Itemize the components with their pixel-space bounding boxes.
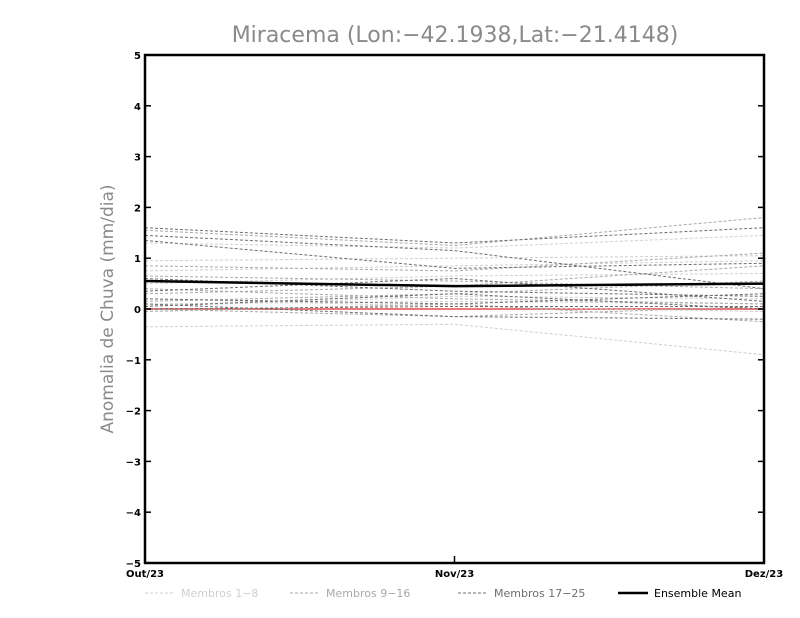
series-line-member-8	[144, 272, 765, 285]
legend-label: Membros 9−16	[326, 587, 410, 600]
series-line-member-25	[144, 293, 765, 310]
series-line-member-21	[144, 293, 765, 305]
y-tick-label: 1	[134, 254, 141, 265]
chart-title: Miracema (Lon:−42.1938,Lat:−21.4148)	[232, 23, 679, 48]
legend-label: Membros 1−8	[181, 587, 258, 600]
x-ticks: Out/23 Nov/23 Dez/23	[126, 556, 783, 580]
y-ticks: 5 4 3 2 1 0 −1 −2 −3 −4 −5	[126, 51, 764, 570]
series-line-member-20	[144, 278, 765, 297]
y-tick-label: 0	[134, 305, 141, 316]
series-line-member-3	[144, 300, 765, 305]
series-line-member-19	[144, 239, 765, 269]
series-line-member-9	[144, 265, 765, 295]
y-axis-label: Anomalia de Chuva (mm/dia)	[98, 184, 118, 433]
series-line-member-16	[144, 252, 765, 272]
series-line-member-4	[144, 323, 765, 356]
y-tick-label: 2	[134, 203, 141, 214]
y-tick-label: −2	[126, 407, 141, 418]
series-line-member-23	[144, 305, 764, 310]
series-line-member-18	[144, 234, 765, 290]
series-line-member-10	[144, 275, 765, 290]
y-tick-label: 3	[134, 153, 141, 164]
series-line-member-14	[144, 305, 765, 318]
series-line-member-17	[144, 227, 765, 244]
series-line-member-22	[144, 303, 765, 320]
legend: Membros 1−8 Membros 9−16 Membros 17−25 Ense…	[145, 587, 741, 600]
x-tick-label: Out/23	[126, 569, 164, 580]
series-line-member-11	[144, 303, 765, 323]
member-series-layer	[144, 217, 765, 356]
legend-label: Ensemble Mean	[654, 587, 741, 600]
y-tick-label: −3	[126, 457, 141, 468]
y-tick-label: 5	[134, 51, 141, 62]
x-tick-label: Dez/23	[745, 569, 784, 580]
ensemble-mean-layer	[144, 279, 765, 288]
x-tick-label: Nov/23	[435, 569, 474, 580]
y-tick-label: −1	[126, 356, 141, 367]
y-tick-label: −5	[126, 559, 141, 570]
series-line-ensemble-mean	[144, 279, 765, 288]
legend-label: Membros 17−25	[494, 587, 585, 600]
series-line-member-5	[144, 234, 765, 249]
y-tick-label: 4	[134, 102, 141, 113]
y-tick-label: −4	[126, 508, 141, 519]
series-line-member-12	[144, 217, 765, 247]
series-line-member-2	[144, 260, 765, 272]
series-line-member-13	[144, 288, 765, 305]
series-line-member-24	[144, 278, 765, 302]
series-line-member-7	[144, 295, 765, 307]
series-line-member-1	[144, 255, 765, 262]
